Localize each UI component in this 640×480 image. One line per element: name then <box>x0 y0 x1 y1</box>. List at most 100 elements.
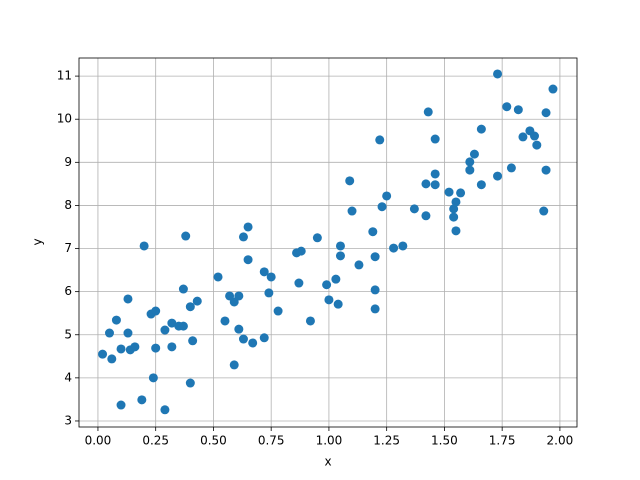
x-tick-label: 0.00 <box>85 434 112 448</box>
y-tick-label: 3 <box>64 413 72 427</box>
point <box>347 206 357 216</box>
point <box>331 274 341 284</box>
plot-frame <box>78 57 578 428</box>
point <box>123 294 133 304</box>
point <box>476 124 486 134</box>
x-axis-label: x <box>324 455 331 469</box>
point <box>137 395 147 405</box>
point <box>506 163 516 173</box>
point <box>451 197 461 207</box>
point <box>421 211 431 221</box>
point <box>377 202 387 212</box>
point <box>167 318 177 328</box>
x-tick-label: 1.50 <box>431 434 458 448</box>
y-tick-label: 7 <box>64 241 72 255</box>
point <box>370 252 380 262</box>
point <box>548 84 558 94</box>
point <box>493 69 503 79</box>
y-tick-label: 11 <box>57 69 72 83</box>
point <box>259 333 269 343</box>
point <box>192 296 202 306</box>
point <box>178 321 188 331</box>
point <box>469 149 479 159</box>
point <box>312 233 322 243</box>
point <box>148 373 158 383</box>
point <box>248 338 258 348</box>
point <box>529 131 539 141</box>
point <box>178 284 188 294</box>
point <box>266 272 276 282</box>
point <box>430 180 440 190</box>
point <box>370 285 380 295</box>
point <box>449 204 459 214</box>
y-axis-label: y <box>31 238 45 245</box>
point <box>444 187 454 197</box>
x-tick-label: 0.50 <box>200 434 227 448</box>
x-tick-label: 0.75 <box>258 434 285 448</box>
point <box>456 188 466 198</box>
point <box>116 400 126 410</box>
point <box>449 212 459 222</box>
point <box>213 272 223 282</box>
y-tick-label: 5 <box>64 327 72 341</box>
point <box>476 180 486 190</box>
point <box>541 165 551 175</box>
y-tick-label: 8 <box>64 198 72 212</box>
point <box>234 291 244 301</box>
point <box>123 328 133 338</box>
point <box>305 316 315 326</box>
y-tick-label: 10 <box>57 112 72 126</box>
point <box>382 191 392 201</box>
point <box>409 204 419 214</box>
point <box>296 246 306 256</box>
point <box>185 302 195 312</box>
point <box>502 102 512 112</box>
point <box>238 232 248 242</box>
point <box>139 241 149 251</box>
point <box>333 299 343 309</box>
point <box>375 135 385 145</box>
x-tick-label: 1.25 <box>373 434 400 448</box>
point <box>98 349 108 359</box>
point <box>493 171 503 181</box>
point <box>160 405 170 415</box>
point <box>421 179 431 189</box>
x-tick-label: 1.75 <box>489 434 516 448</box>
point <box>430 169 440 179</box>
point <box>116 344 126 354</box>
point <box>243 255 253 265</box>
point <box>185 378 195 388</box>
x-tick-label: 1.00 <box>316 434 343 448</box>
point <box>465 157 475 167</box>
point <box>130 342 140 352</box>
point <box>423 107 433 117</box>
point <box>539 206 549 216</box>
x-tick-label: 0.25 <box>142 434 169 448</box>
point <box>513 105 523 115</box>
point <box>430 134 440 144</box>
point <box>322 280 332 290</box>
point <box>229 360 239 370</box>
point <box>389 243 399 253</box>
point <box>370 304 380 314</box>
point <box>368 227 378 237</box>
point <box>335 241 345 251</box>
y-tick-label: 6 <box>64 284 72 298</box>
point <box>264 288 274 298</box>
point <box>541 108 551 118</box>
point <box>273 306 283 316</box>
point <box>518 132 528 142</box>
point <box>234 324 244 334</box>
point <box>335 251 345 261</box>
point <box>188 336 198 346</box>
point <box>181 231 191 241</box>
point <box>451 226 461 236</box>
point <box>259 267 269 277</box>
point <box>104 328 114 338</box>
point <box>151 343 161 353</box>
point <box>354 260 364 270</box>
point <box>111 315 121 325</box>
x-tick-label: 2.00 <box>547 434 574 448</box>
point <box>465 165 475 175</box>
